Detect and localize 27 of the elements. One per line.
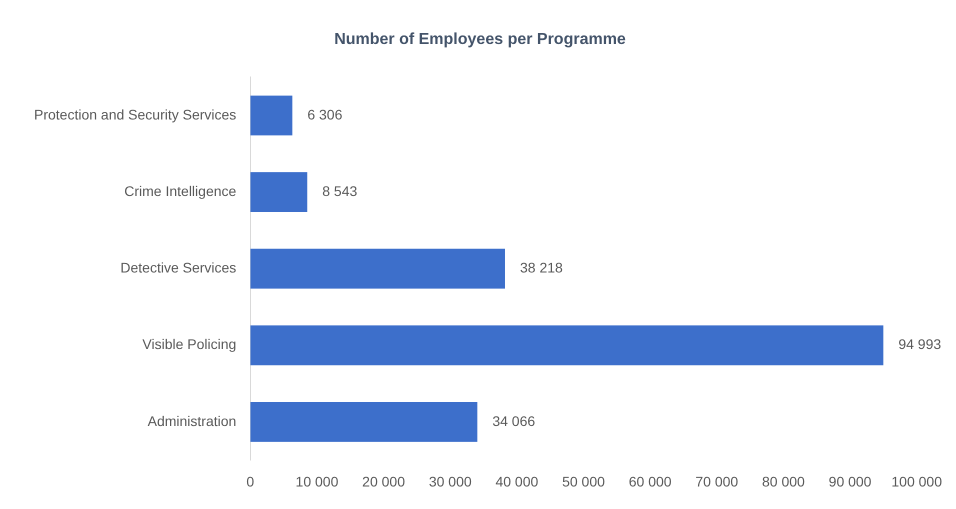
x-tick-label: 0 [246, 473, 254, 490]
data-label: 8 543 [322, 182, 358, 199]
bar [250, 402, 478, 442]
x-tick-label: 70 000 [695, 473, 738, 490]
bar [250, 96, 292, 136]
x-tick-label: 30 000 [428, 473, 472, 490]
x-tick-label: 60 000 [628, 473, 672, 490]
y-tick-label: Detective Services [120, 260, 236, 276]
y-tick-label: Protection and Security Services [34, 106, 236, 122]
x-tick-label: 10 000 [296, 473, 339, 490]
y-tick-label: Administration [148, 412, 236, 429]
x-tick-label: 100 000 [891, 473, 942, 490]
x-tick-label: 90 000 [828, 473, 872, 490]
chart-title: Number of Employees per Programme [334, 31, 626, 48]
x-tick-label: 20 000 [362, 473, 406, 490]
y-tick-label: Visible Policing [142, 336, 236, 352]
x-tick-label: 80 000 [762, 473, 806, 490]
bar [250, 248, 505, 289]
data-label: 94 993 [898, 336, 942, 352]
y-tick-label: Crime Intelligence [124, 182, 237, 199]
data-label: 38 218 [520, 260, 564, 276]
bar [250, 325, 884, 366]
x-tick-label: 50 000 [562, 473, 606, 490]
bar [250, 172, 308, 212]
data-label: 6 306 [307, 106, 343, 122]
data-label: 34 066 [492, 412, 536, 429]
x-tick-label: 40 000 [495, 473, 538, 490]
